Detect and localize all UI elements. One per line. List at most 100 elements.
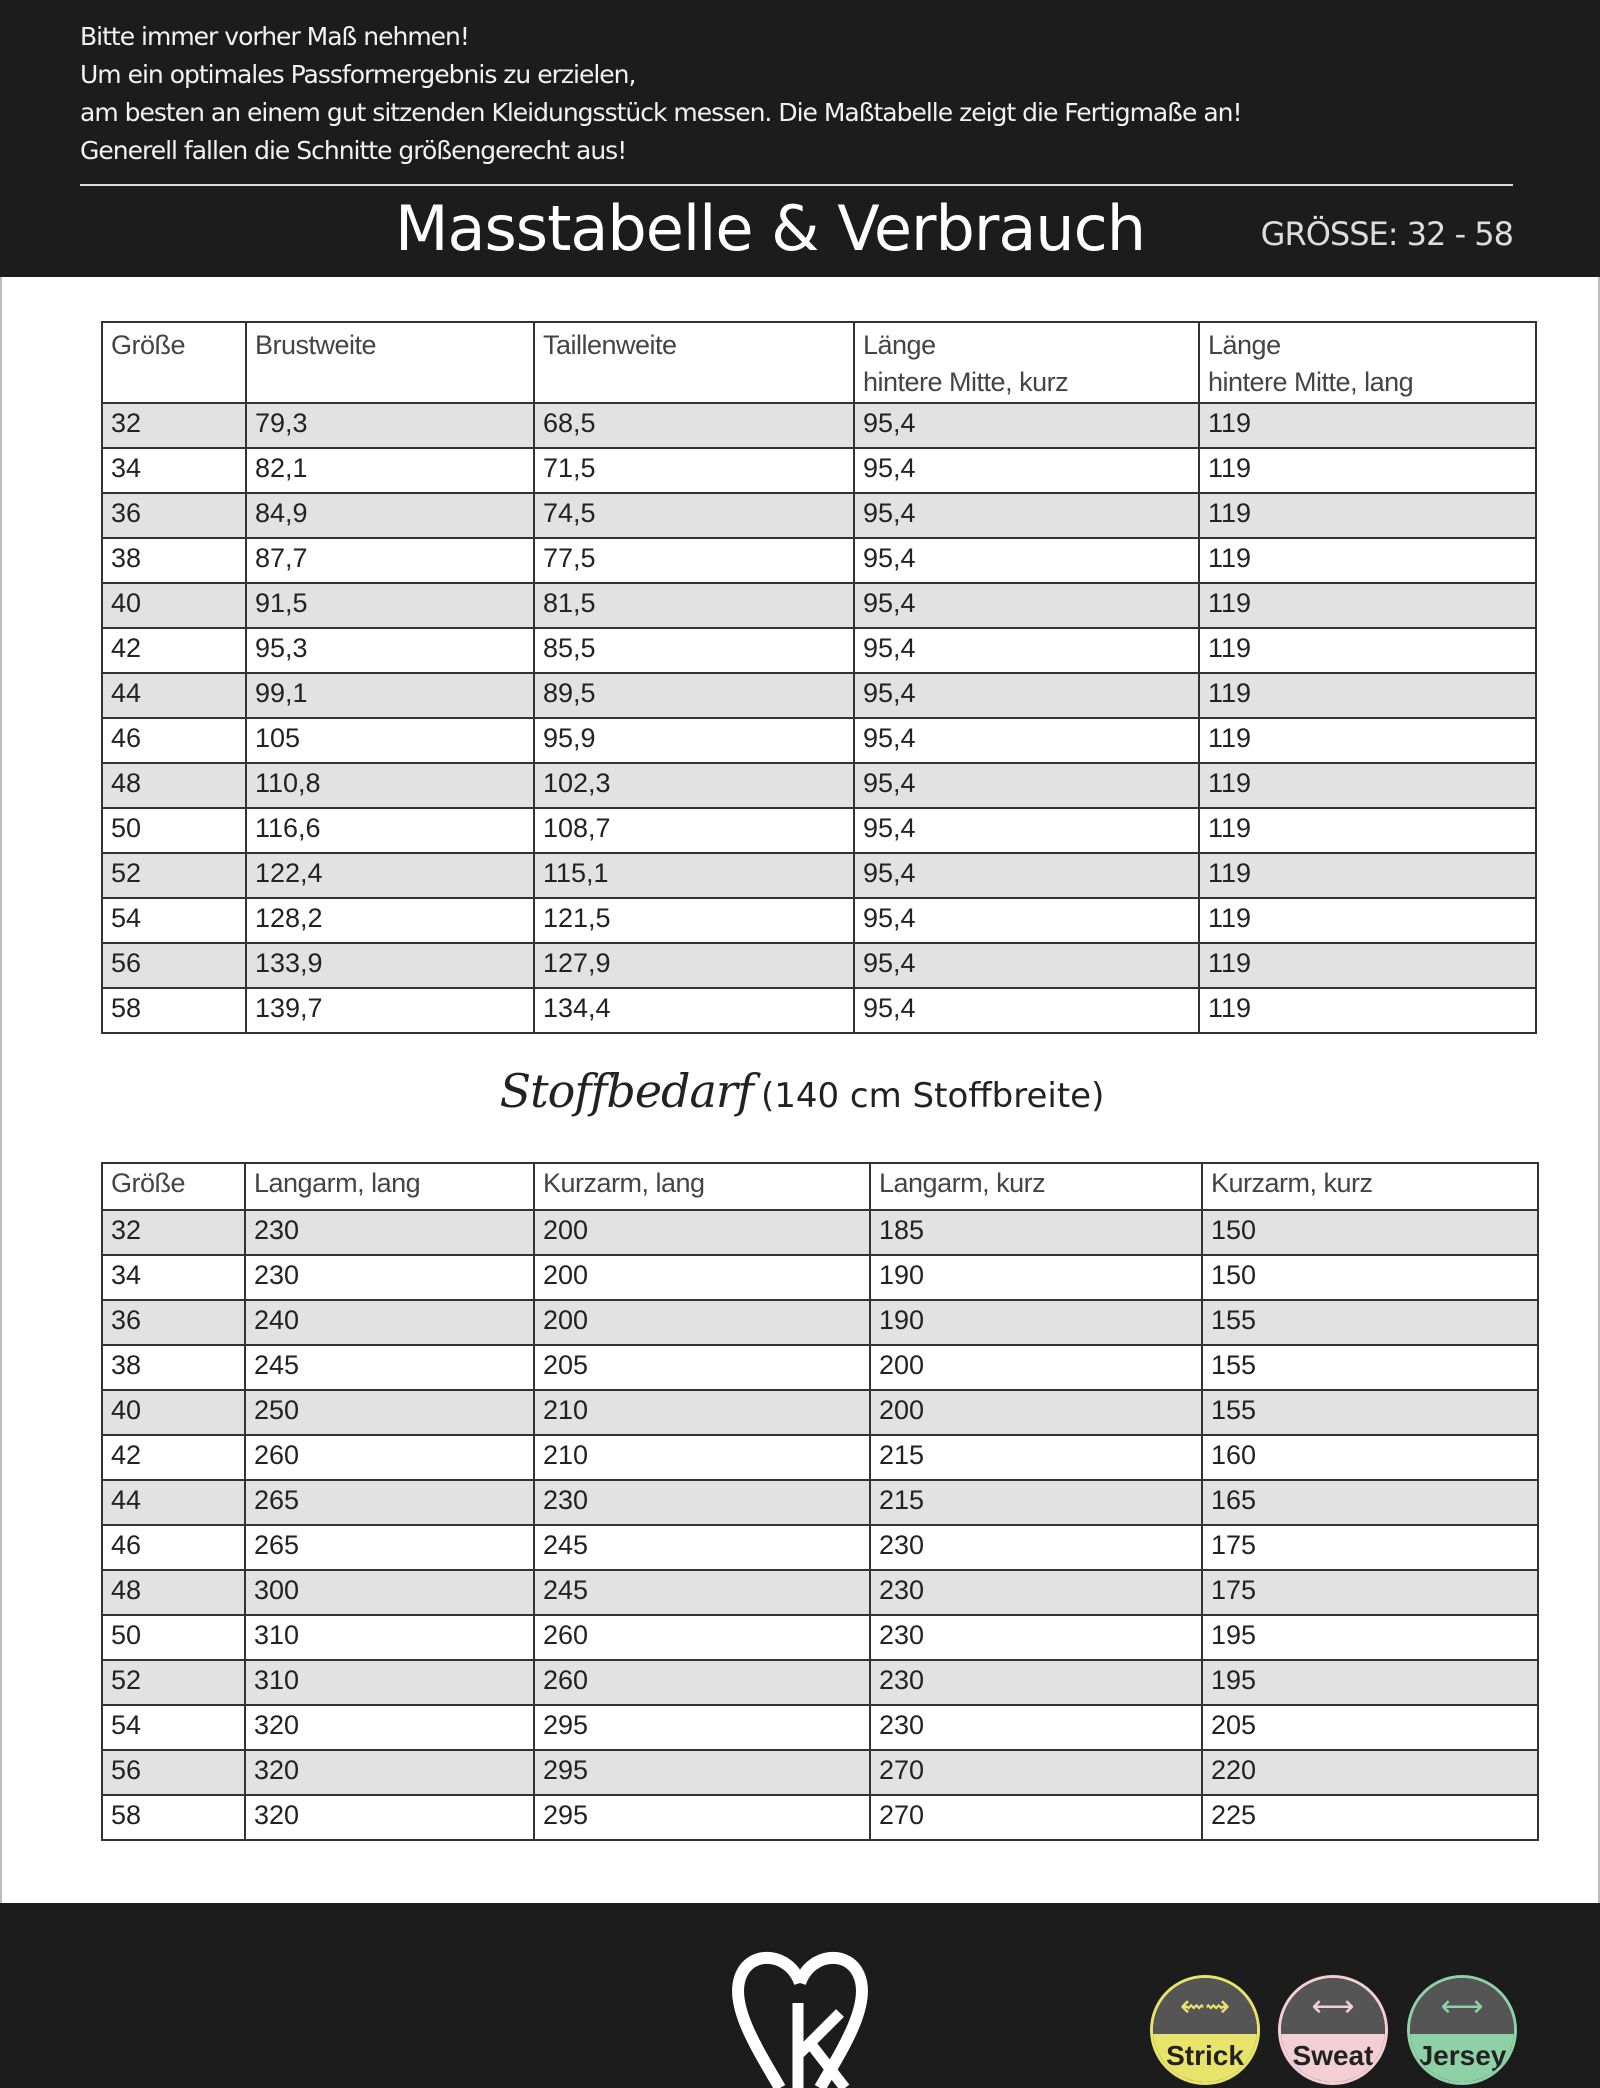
table-cell: 250 bbox=[244, 1389, 535, 1436]
table-cell: 270 bbox=[869, 1749, 1203, 1796]
intro-line: Bitte immer vorher Maß nehmen! bbox=[80, 22, 470, 51]
table-cell: 71,5 bbox=[533, 447, 855, 494]
table-cell: 95,4 bbox=[853, 402, 1200, 449]
table-cell: 58 bbox=[101, 987, 247, 1034]
table-row: 36 84,9 74,5 95,4 119 bbox=[101, 492, 1537, 539]
table-cell: 54 bbox=[101, 897, 247, 944]
table-cell: 245 bbox=[533, 1524, 871, 1571]
intro-text: Bitte immer vorher Maß nehmen! Um ein op… bbox=[80, 18, 1243, 170]
table-cell: 95,4 bbox=[853, 627, 1200, 674]
table-cell: 119 bbox=[1198, 942, 1537, 989]
table-cell: 91,5 bbox=[245, 582, 535, 629]
table-cell: 42 bbox=[101, 627, 247, 674]
table-cell: 56 bbox=[101, 1749, 246, 1796]
table-cell: 128,2 bbox=[245, 897, 535, 944]
table-row: 52 122,4 115,1 95,4 119 bbox=[101, 852, 1537, 899]
table-cell: 230 bbox=[869, 1704, 1203, 1751]
table-cell: 300 bbox=[244, 1569, 535, 1616]
table-cell: 205 bbox=[533, 1344, 871, 1391]
table-cell: 119 bbox=[1198, 897, 1537, 944]
intro-line: Generell fallen die Schnitte größengerec… bbox=[80, 136, 627, 165]
table-cell: 119 bbox=[1198, 762, 1537, 809]
table-cell: 155 bbox=[1201, 1344, 1539, 1391]
table-cell: 95,4 bbox=[853, 762, 1200, 809]
table-row: 46 265 245 230 175 bbox=[101, 1524, 1539, 1571]
table-cell: 210 bbox=[533, 1434, 871, 1481]
fabric-table: Größe Langarm, lang Kurzarm, lang Langarm, … bbox=[101, 1162, 1539, 1841]
fabric-heading: Stoffbedarf (140 cm Stoffbreite) bbox=[2, 1064, 1600, 1118]
table-cell: 200 bbox=[533, 1209, 871, 1256]
table-cell: 84,9 bbox=[245, 492, 535, 539]
table-cell: 119 bbox=[1198, 492, 1537, 539]
table-cell: 160 bbox=[1201, 1434, 1539, 1481]
table-cell: 134,4 bbox=[533, 987, 855, 1034]
table-cell: 121,5 bbox=[533, 897, 855, 944]
double-arrow-icon: ⟷ bbox=[1410, 1978, 1514, 2034]
fabric-badge-sweat: ⟷ Sweat bbox=[1278, 1975, 1388, 2085]
table-row: 32 79,3 68,5 95,4 119 bbox=[101, 402, 1537, 449]
size-range: GRÖSSE: 32 - 58 bbox=[1260, 215, 1514, 253]
table-cell: 68,5 bbox=[533, 402, 855, 449]
badge-label: Sweat bbox=[1281, 2034, 1385, 2082]
fabric-badge-jersey: ⟷ Jersey bbox=[1407, 1975, 1517, 2085]
table-cell: 95,4 bbox=[853, 447, 1200, 494]
table-cell: 50 bbox=[101, 807, 247, 854]
table-cell: 54 bbox=[101, 1704, 246, 1751]
table-cell: 260 bbox=[533, 1659, 871, 1706]
table-cell: 58 bbox=[101, 1794, 246, 1841]
table-cell: 205 bbox=[1201, 1704, 1539, 1751]
table-row: 46 105 95,9 95,4 119 bbox=[101, 717, 1537, 764]
table-cell: 119 bbox=[1198, 582, 1537, 629]
table-cell: 295 bbox=[533, 1749, 871, 1796]
table-row: 38 87,7 77,5 95,4 119 bbox=[101, 537, 1537, 584]
table-row: 40 250 210 200 155 bbox=[101, 1389, 1539, 1436]
table-row: 54 320 295 230 205 bbox=[101, 1704, 1539, 1751]
column-header: Länge hintere Mitte, lang bbox=[1198, 321, 1537, 404]
table-cell: 245 bbox=[244, 1344, 535, 1391]
table-cell: 270 bbox=[869, 1794, 1203, 1841]
table-cell: 265 bbox=[244, 1479, 535, 1526]
table-row: 40 91,5 81,5 95,4 119 bbox=[101, 582, 1537, 629]
intro-line: Um ein optimales Passformergebnis zu erz… bbox=[80, 60, 636, 89]
table-cell: 119 bbox=[1198, 447, 1537, 494]
table-cell: 119 bbox=[1198, 717, 1537, 764]
table-row: 48 110,8 102,3 95,4 119 bbox=[101, 762, 1537, 809]
table-cell: 108,7 bbox=[533, 807, 855, 854]
table-cell: 190 bbox=[869, 1299, 1203, 1346]
badge-label: Jersey bbox=[1410, 2034, 1514, 2082]
table-cell: 310 bbox=[244, 1659, 535, 1706]
table-cell: 127,9 bbox=[533, 942, 855, 989]
double-arrow-icon: ⟷ bbox=[1281, 1978, 1385, 2034]
table-cell: 74,5 bbox=[533, 492, 855, 539]
table-cell: 87,7 bbox=[245, 537, 535, 584]
table-cell: 48 bbox=[101, 762, 247, 809]
table-cell: 40 bbox=[101, 1389, 246, 1436]
table-cell: 260 bbox=[533, 1614, 871, 1661]
table-cell: 95,4 bbox=[853, 537, 1200, 584]
table-row: 34 230 200 190 150 bbox=[101, 1254, 1539, 1301]
table-cell: 50 bbox=[101, 1614, 246, 1661]
table-cell: 119 bbox=[1198, 807, 1537, 854]
table-cell: 200 bbox=[869, 1389, 1203, 1436]
table-cell: 150 bbox=[1201, 1209, 1539, 1256]
column-header: Taillenweite bbox=[533, 321, 855, 404]
table-cell: 95,4 bbox=[853, 582, 1200, 629]
table-cell: 215 bbox=[869, 1434, 1203, 1481]
table-cell: 56 bbox=[101, 942, 247, 989]
table-cell: 295 bbox=[533, 1704, 871, 1751]
footer: ⇜⇝ Strick ⟷ Sweat ⟷ Jersey bbox=[0, 1903, 1600, 2088]
table-cell: 52 bbox=[101, 852, 247, 899]
table-cell: 38 bbox=[101, 1344, 246, 1391]
table-row: 42 260 210 215 160 bbox=[101, 1434, 1539, 1481]
table-row: 48 300 245 230 175 bbox=[101, 1569, 1539, 1616]
table-cell: 215 bbox=[869, 1479, 1203, 1526]
table-cell: 81,5 bbox=[533, 582, 855, 629]
table-cell: 230 bbox=[869, 1659, 1203, 1706]
table-cell: 185 bbox=[869, 1209, 1203, 1256]
fabric-heading-note: (140 cm Stoffbreite) bbox=[760, 1076, 1105, 1116]
table-row: 44 99,1 89,5 95,4 119 bbox=[101, 672, 1537, 719]
table-row: 44 265 230 215 165 bbox=[101, 1479, 1539, 1526]
table-cell: 230 bbox=[244, 1209, 535, 1256]
table-cell: 95,9 bbox=[533, 717, 855, 764]
column-header: Größe bbox=[101, 1162, 246, 1211]
